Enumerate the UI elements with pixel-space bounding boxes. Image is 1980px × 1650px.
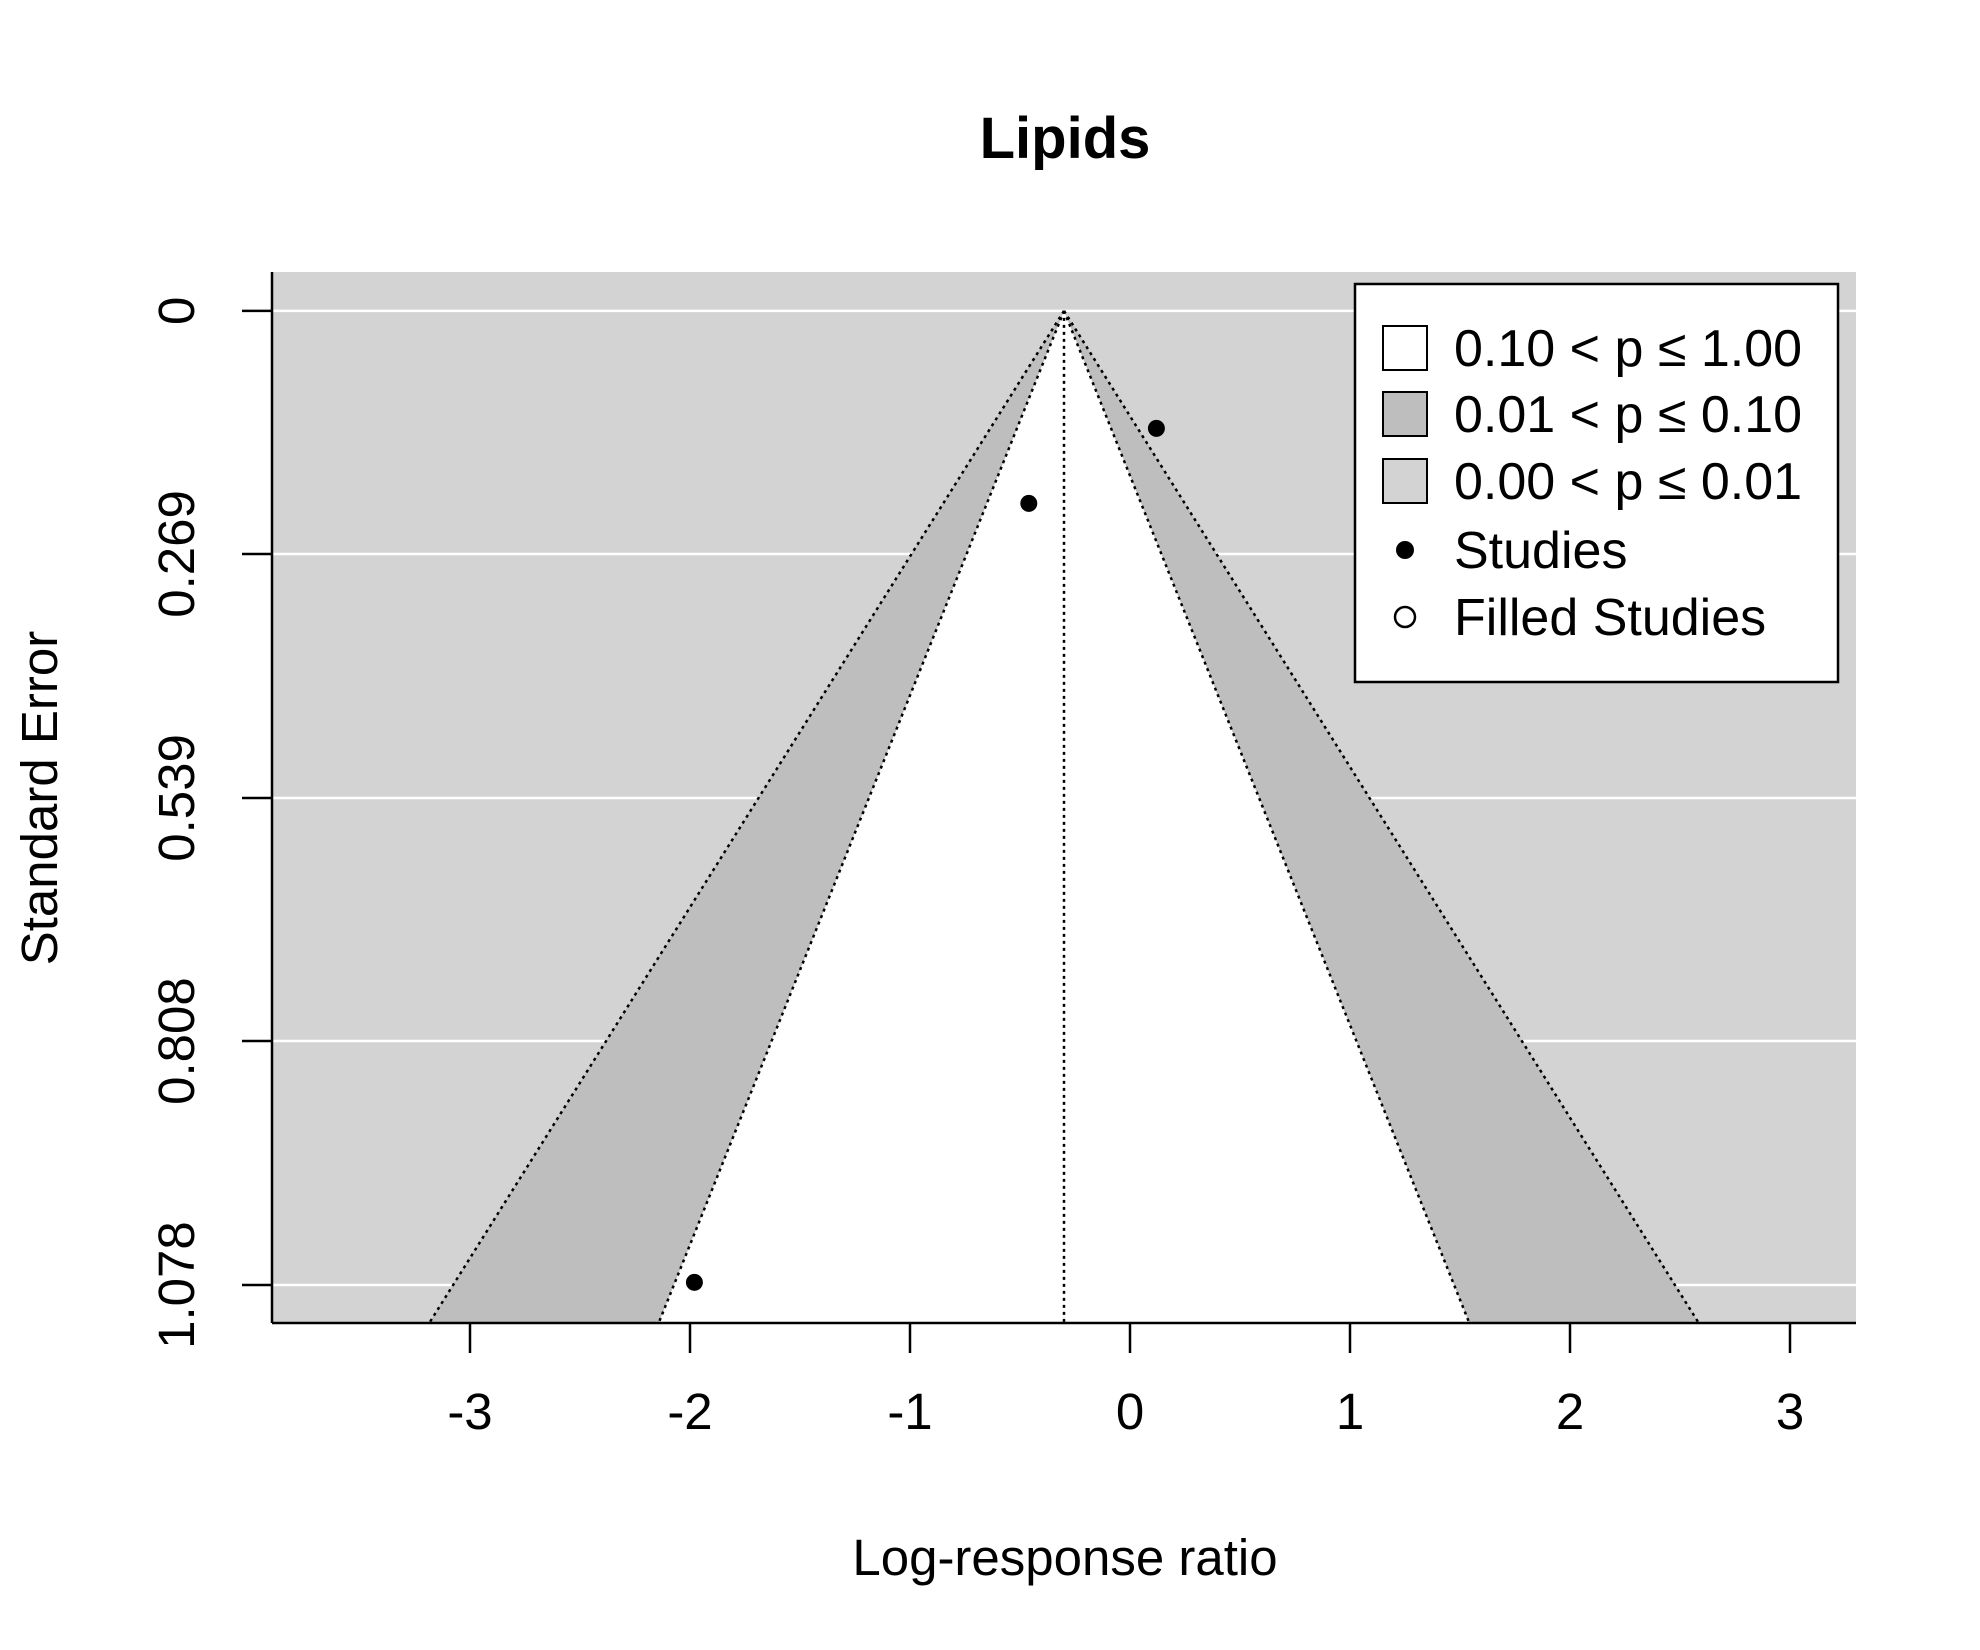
funnel-line-right-1 bbox=[1062, 310, 1700, 1323]
x-axis: -3 -2 -1 0 1 2 3 bbox=[272, 1321, 1856, 1440]
y-axis-label: Standard Error bbox=[11, 631, 68, 966]
legend-label-1: 0.01 < p ≤ 0.10 bbox=[1454, 386, 1802, 444]
x-tick-label-1: -2 bbox=[667, 1383, 712, 1440]
chart-title: Lipids bbox=[980, 106, 1151, 171]
y-tick-label-3: 0.808 bbox=[148, 977, 205, 1105]
funnel-line-left-1 bbox=[428, 310, 1066, 1323]
x-tick-label-6: 3 bbox=[1776, 1383, 1804, 1440]
x-tick-label-4: 1 bbox=[1336, 1383, 1364, 1440]
x-tick-label-2: -1 bbox=[887, 1383, 932, 1440]
x-tick-label-3: 0 bbox=[1116, 1383, 1144, 1440]
y-axis: 0 0.269 0.539 0.808 1.078 bbox=[148, 272, 274, 1349]
legend: 0.10 < p ≤ 1.00 0.01 < p ≤ 0.10 0.00 < p ≤… bbox=[1353, 282, 1840, 684]
legend-label-0: 0.10 < p ≤ 1.00 bbox=[1454, 320, 1802, 378]
x-axis-label: Log-response ratio bbox=[852, 1529, 1277, 1586]
study-point-1 bbox=[1020, 494, 1038, 512]
legend-marker-filled-studies bbox=[1393, 605, 1417, 629]
funnel-lines bbox=[428, 310, 1700, 1323]
legend-swatch-2 bbox=[1382, 458, 1428, 504]
legend-swatch-1 bbox=[1382, 391, 1428, 437]
legend-marker-studies bbox=[1396, 541, 1414, 559]
legend-box bbox=[1353, 282, 1840, 684]
y-tick-label-1: 0.269 bbox=[148, 490, 205, 618]
x-tick-label-5: 2 bbox=[1556, 1383, 1584, 1440]
y-tick-label-4: 1.078 bbox=[148, 1221, 205, 1349]
x-tick-label-0: -3 bbox=[447, 1383, 492, 1440]
y-tick-label-2: 0.539 bbox=[148, 734, 205, 862]
legend-label-filled-studies: Filled Studies bbox=[1454, 589, 1766, 647]
legend-label-2: 0.00 < p ≤ 0.01 bbox=[1454, 453, 1802, 511]
legend-label-studies: Studies bbox=[1454, 522, 1627, 580]
study-point-0 bbox=[1147, 419, 1165, 437]
study-point-2 bbox=[685, 1273, 703, 1291]
y-tick-label-0: 0 bbox=[148, 297, 205, 325]
legend-swatch-0 bbox=[1382, 325, 1428, 371]
